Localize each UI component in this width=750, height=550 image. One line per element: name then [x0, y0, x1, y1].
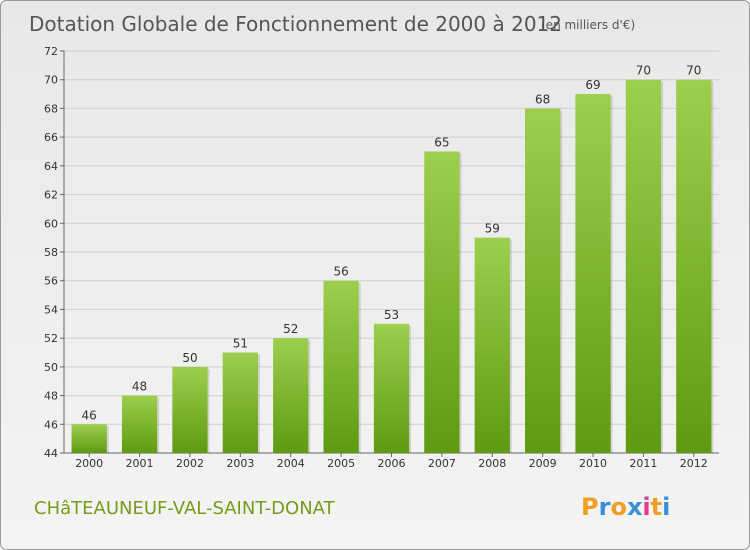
x-tick-label: 2001 [126, 457, 154, 470]
bar-2010 [575, 94, 611, 454]
chart-subtitle: (en milliers d'€) [541, 18, 635, 32]
logo-letter: o [610, 493, 627, 521]
x-tick-label: 2008 [478, 457, 506, 470]
bar-2011 [625, 79, 662, 453]
bar-layer: 46 48 50 51 52 56 53 65 59 68 69 70 70 [71, 64, 714, 454]
bar-2003 [222, 352, 258, 453]
value-label: 69 [585, 78, 600, 92]
value-label: 46 [82, 408, 97, 422]
y-tick-label: 70 [44, 74, 58, 87]
x-tick-label: 2012 [680, 457, 708, 470]
logo-letter: t [651, 493, 662, 521]
bar-2000 [71, 424, 107, 453]
x-tick-label: 2009 [529, 457, 557, 470]
x-tick-label: 2003 [226, 457, 254, 470]
proxiti-logo: Proxiti [581, 493, 670, 521]
value-label: 68 [535, 92, 550, 106]
y-tick-label: 68 [44, 102, 58, 115]
x-tick-label: 2002 [176, 457, 204, 470]
y-tick-label: 52 [44, 332, 58, 345]
value-label: 65 [434, 136, 449, 150]
y-tick-label: 54 [44, 303, 58, 316]
x-tick-label: 2011 [629, 457, 657, 470]
value-label: 59 [485, 222, 500, 236]
x-tick-label: 2000 [75, 457, 103, 470]
x-tick-label: 2006 [378, 457, 406, 470]
y-tick-label: 44 [44, 447, 58, 460]
logo-letter: r [599, 493, 611, 521]
bar-2009 [525, 108, 561, 453]
logo-letter: i [662, 493, 670, 521]
value-label: 51 [233, 337, 248, 351]
y-tick-label: 48 [44, 390, 58, 403]
bar-2007 [424, 151, 460, 453]
bar-2005 [323, 280, 359, 453]
y-tick-label: 64 [44, 160, 58, 173]
y-tick-label: 46 [44, 418, 58, 431]
y-tick-label: 62 [44, 189, 58, 202]
x-tick-label: 2007 [428, 457, 456, 470]
value-label: 53 [384, 308, 399, 322]
x-tick-label: 2004 [277, 457, 305, 470]
y-tick-label: 72 [44, 45, 58, 58]
y-tick-label: 58 [44, 246, 58, 259]
logo-letter: i [642, 493, 650, 521]
logo-letter: x [627, 493, 643, 521]
value-label: 70 [636, 64, 651, 78]
commune-name: CHâTEAUNEUF-VAL-SAINT-DONAT [34, 498, 336, 519]
bar-2002 [172, 366, 208, 453]
y-tick-label: 50 [44, 361, 58, 374]
value-label: 56 [333, 265, 348, 279]
bar-2012 [676, 79, 712, 453]
value-label: 70 [686, 64, 701, 78]
value-label: 50 [182, 351, 197, 365]
bar-2008 [474, 237, 510, 453]
value-label: 48 [132, 380, 147, 394]
bar-2004 [273, 338, 309, 453]
chart-title: Dotation Globale de Fonctionnement de 20… [29, 12, 562, 36]
value-label: 52 [283, 322, 298, 336]
y-tick-label: 66 [44, 131, 58, 144]
x-tick-label: 2010 [579, 457, 607, 470]
y-tick-label: 56 [44, 275, 58, 288]
bar-2006 [373, 323, 410, 453]
logo-letter: P [581, 493, 599, 521]
bar-2001 [121, 395, 158, 453]
x-tick-label: 2005 [327, 457, 355, 470]
y-tick-label: 60 [44, 217, 58, 230]
